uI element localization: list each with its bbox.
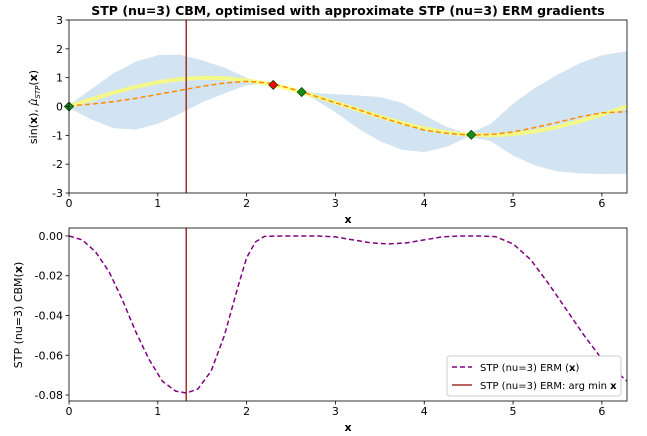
bottom-y-tick-label: -0.06 — [35, 349, 63, 362]
top-x-tick-label: 2 — [243, 197, 250, 210]
bottom-y-axis-label: STP (nu=3) CBM(x) — [12, 262, 25, 369]
bottom-x-axis-label: x — [344, 421, 351, 434]
top-plot-area — [69, 20, 627, 193]
legend-box — [446, 355, 622, 397]
top-y-tick-label: 3 — [56, 14, 63, 27]
top-x-tick-label: 3 — [332, 197, 339, 210]
top-y-tick-label: -1 — [52, 129, 63, 142]
top-x-axis-label: x — [344, 213, 351, 226]
legend-vline-label: STP (nu=3) ERM: arg min x — [480, 381, 617, 392]
bottom-x-tick-label: 3 — [332, 405, 339, 418]
next-query-point — [268, 79, 279, 90]
uncertainty-band — [69, 51, 627, 174]
bottom-legend: STP (nu=3) ERM (x) STP (nu=3) ERM: arg m… — [446, 355, 622, 397]
bottom-plot-frame — [68, 227, 628, 402]
observation-point-1 — [296, 87, 307, 98]
top-y-tick-label: 0 — [56, 101, 63, 114]
top-x-tick-label: 4 — [421, 197, 428, 210]
bottom-y-tick-label: -0.04 — [35, 309, 63, 322]
observation-point-2 — [466, 129, 477, 140]
top-y-tick-label: -3 — [52, 187, 63, 200]
bottom-x-tick-label: 5 — [510, 405, 517, 418]
top-y-tick-label: -2 — [52, 158, 63, 171]
bottom-plot-area — [69, 228, 627, 401]
top-y-axis-label: sin(x), μ̂STP(x) — [27, 70, 42, 144]
bottom-x-tick-label: 2 — [243, 405, 250, 418]
bottom-x-tick-label: 0 — [66, 405, 73, 418]
top-x-tick-label: 6 — [598, 197, 605, 210]
legend-erm-label: STP (nu=3) ERM (x) — [480, 363, 580, 374]
bottom-x-tick-label: 1 — [154, 405, 161, 418]
top-chart-title: STP (nu=3) CBM, optimised with approxima… — [91, 3, 604, 18]
bottom-x-tick-label: 4 — [421, 405, 428, 418]
bottom-x-tick-label: 6 — [598, 405, 605, 418]
top-x-tick-label: 5 — [510, 197, 517, 210]
bottom-y-tick-label: -0.02 — [35, 270, 63, 283]
top-x-tick-label: 1 — [154, 197, 161, 210]
posterior-mean-line — [69, 80, 627, 136]
top-y-tick-label: 1 — [56, 72, 63, 85]
top-x-tick-label: 0 — [66, 197, 73, 210]
bottom-y-tick-label: -0.08 — [35, 389, 63, 402]
top-y-tick-label: 2 — [56, 43, 63, 56]
bottom-y-tick-label: 0.00 — [39, 230, 64, 243]
